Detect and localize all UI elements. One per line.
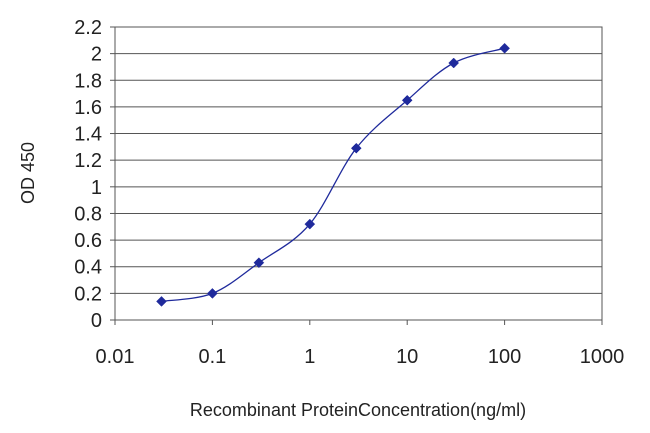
- y-tick-label: 1.2: [74, 150, 102, 172]
- data-point-marker: [207, 288, 218, 299]
- data-point-marker: [499, 42, 510, 54]
- x-tick-label: 1000: [580, 346, 625, 368]
- y-tick-label: 0.8: [74, 203, 102, 225]
- x-axis-ticks: 0.01 0.1 1 10 100 1000: [96, 320, 625, 368]
- x-tick-label: 1: [304, 346, 315, 368]
- x-tick-label: 0.01: [96, 346, 135, 368]
- data-point-marker: [401, 94, 413, 106]
- series-line: [161, 47, 505, 303]
- y-tick-label: 1: [91, 177, 102, 199]
- x-tick-label: 10: [396, 346, 418, 368]
- y-tick-label: 0.4: [74, 257, 102, 279]
- data-point-marker: [304, 218, 316, 230]
- x-tick-label: 0.1: [198, 346, 226, 368]
- y-tick-label: 2.2: [74, 17, 102, 39]
- y-tick-label: 0.6: [74, 230, 102, 252]
- y-tick-label: 1.4: [74, 124, 102, 146]
- plot-area: 0 0.2 0.4 0.6 0.8 1 1.2 1.4 1.6 1.8 2 2.2 0.01 0.1 1 1…: [74, 17, 624, 368]
- plot-frame: [114, 26, 603, 321]
- y-tick-label: 2: [91, 44, 102, 66]
- y-axis-title: OD 450: [18, 142, 38, 204]
- y-tick-label: 1.8: [74, 70, 102, 92]
- gridlines: [115, 53, 602, 294]
- y-tick-label: 0: [91, 310, 102, 332]
- x-tick-label: 100: [488, 346, 521, 368]
- y-tick-label: 0.2: [74, 283, 102, 305]
- data-point-marker: [448, 57, 460, 69]
- data-series: [156, 42, 510, 307]
- y-axis-ticks: 0 0.2 0.4 0.6 0.8 1 1.2 1.4 1.6 1.8 2 2.2: [74, 17, 115, 332]
- data-point-marker: [156, 296, 167, 307]
- y-tick-label: 1.6: [74, 97, 102, 119]
- x-axis-title: Recombinant ProteinConcentration(ng/ml): [190, 400, 526, 420]
- data-point-marker: [350, 142, 362, 154]
- data-point-marker: [253, 257, 265, 269]
